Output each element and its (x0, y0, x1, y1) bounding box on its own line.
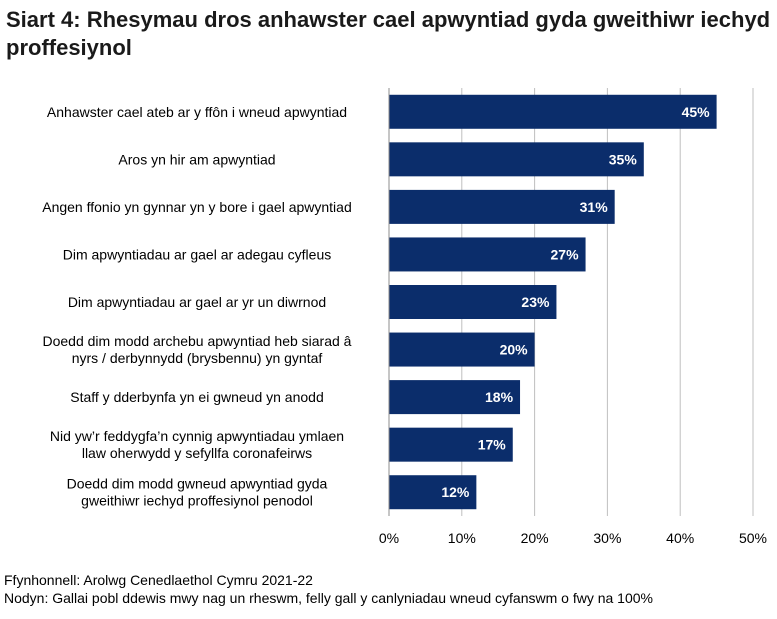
footnote: Nodyn: Gallai pobl ddewis mwy nag un rhe… (4, 590, 653, 606)
category-label: Angen ffonio yn gynnar yn y bore i gael … (42, 199, 352, 215)
x-tick-label: 50% (739, 530, 767, 546)
bar (389, 142, 644, 177)
x-tick-label: 0% (379, 530, 399, 546)
category-labels: Anhawster cael ateb ar y ffôn i wneud ap… (42, 104, 352, 509)
data-label: 35% (609, 151, 638, 167)
data-label: 20% (500, 342, 529, 358)
category-label: Doedd dim modd archebu apwyntiad heb sia… (43, 333, 352, 349)
bar (389, 427, 513, 462)
x-tick-label: 10% (448, 530, 476, 546)
bar (389, 237, 586, 272)
category-label: Aros yn hir am apwyntiad (118, 151, 275, 167)
bar (389, 285, 557, 319)
category-label: Doedd dim modd gwneud apwyntiad gyda (67, 476, 328, 492)
bar (389, 380, 521, 415)
data-label: 18% (485, 389, 514, 405)
bars (389, 94, 717, 510)
x-tick-label: 30% (593, 530, 621, 546)
chart-title: Siart 4: Rhesymau dros anhawster cael ap… (6, 7, 771, 60)
data-label: 45% (682, 104, 711, 120)
data-label: 12% (441, 484, 470, 500)
category-label: Staff y dderbynfa yn ei gwneud yn anodd (70, 389, 323, 405)
category-label: llaw oherwydd y sefyllfa coronafeirws (82, 445, 312, 461)
x-tick-label: 40% (666, 530, 694, 546)
data-label: 23% (521, 294, 550, 310)
category-label: Nid yw’r feddygfa’n cynnig apwyntiadau y… (50, 428, 344, 444)
data-label: 17% (478, 437, 507, 453)
data-labels: 45% 35% 31% 27% 23% 20% 18% 17% 12% (441, 104, 710, 500)
category-label: gweithiwr iechyd proffesiynol penodol (81, 493, 313, 509)
data-label: 27% (551, 246, 580, 262)
category-label: Anhawster cael ateb ar y ffôn i wneud ap… (47, 104, 347, 120)
source-note: Ffynhonnell: Arolwg Cenedlaethol Cymru 2… (4, 572, 313, 588)
tick-labels: 0% 10% 20% 30% 40% 50% (379, 530, 767, 546)
data-label: 31% (580, 199, 609, 215)
bar (389, 189, 615, 224)
bar (389, 332, 535, 367)
bar (389, 475, 477, 510)
bar (389, 94, 717, 129)
x-tick-label: 20% (521, 530, 549, 546)
category-label: nyrs / derbynnydd (brysbennu) yn gyntaf (72, 350, 323, 366)
category-label: Dim apwyntiadau ar gael ar adegau cyfleu… (63, 246, 332, 262)
category-label: Dim apwyntiadau ar gael ar yr un diwrnod (68, 294, 326, 310)
